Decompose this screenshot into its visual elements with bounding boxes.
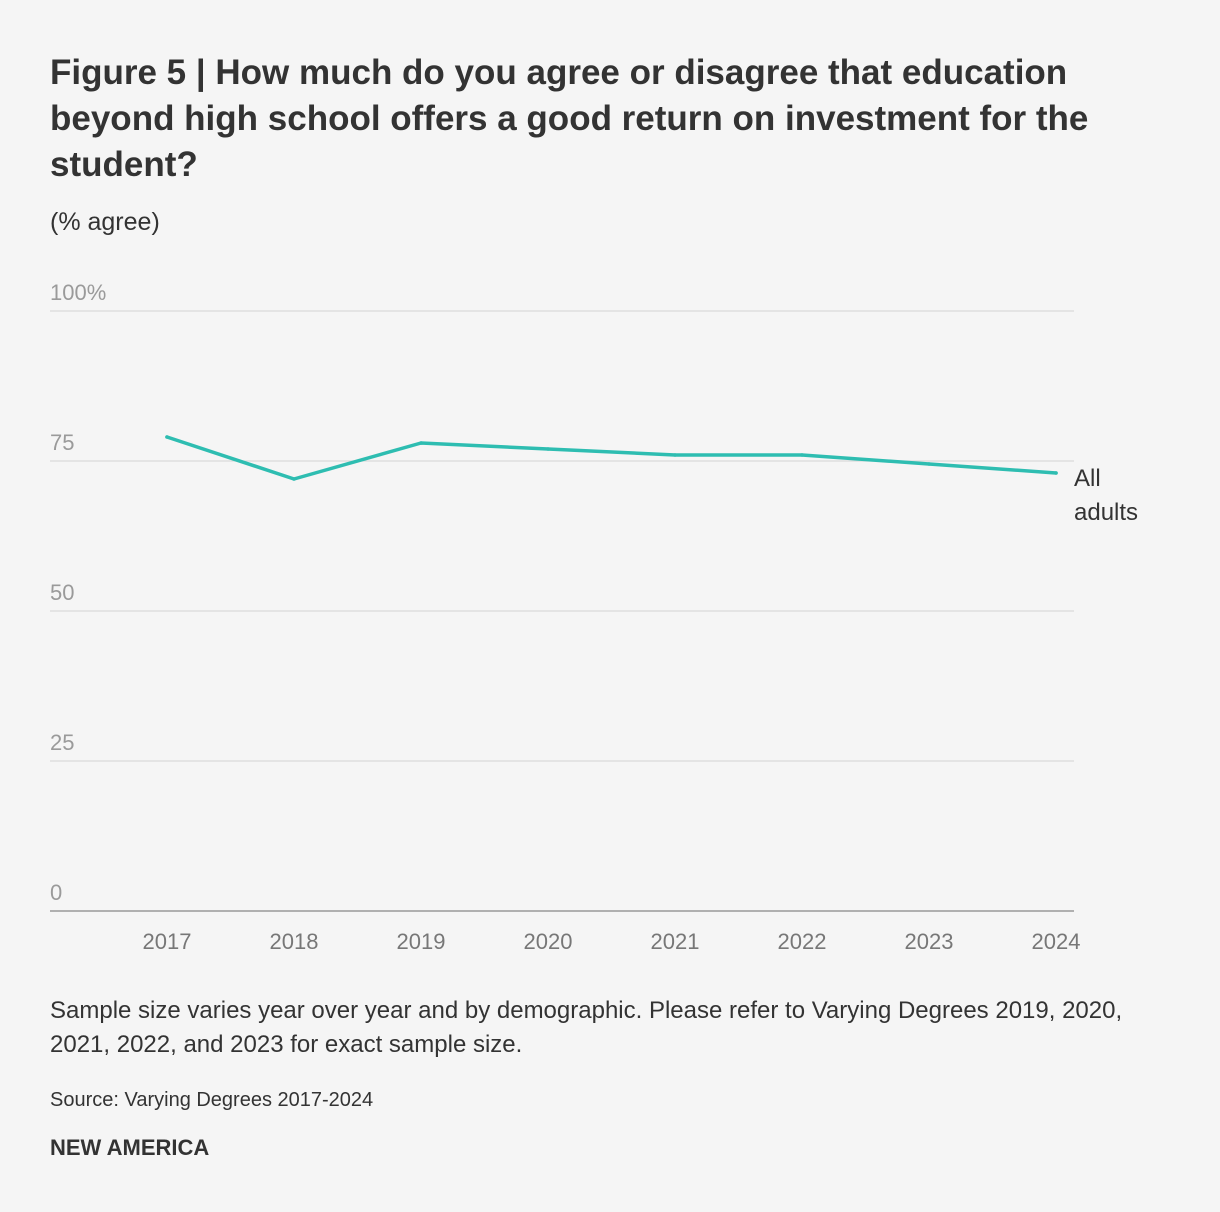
sample-size-note: Sample size varies year over year and by… (50, 997, 1123, 1058)
data-point (546, 447, 550, 451)
chart-title: Figure 5 | How much do you agree or disa… (50, 53, 1089, 184)
series-label-all-adults: All adults (1074, 465, 1138, 526)
x-axis-ticks: 2017 2018 2019 2020 2021 2022 2023 2024 (143, 929, 1081, 954)
series-layer: All adults (165, 435, 1138, 526)
line-chart: 0 25 50 75 100% 2017 2018 2019 2020 2021 2022 2023… (50, 280, 1138, 954)
x-tick-label: 2017 (143, 929, 192, 954)
y-tick-label: 100% (50, 280, 106, 305)
data-point (419, 441, 423, 445)
grid-layer (50, 310, 1074, 912)
y-axis-ticks: 0 25 50 75 100% (50, 280, 106, 905)
y-tick-label: 50 (50, 580, 74, 605)
x-tick-label: 2018 (270, 929, 319, 954)
brand-logo: NEW AMERICA (50, 1135, 210, 1160)
data-point (292, 477, 296, 481)
source-text: Source: Varying Degrees 2017-2024 (50, 1089, 374, 1111)
x-tick-label: 2023 (905, 929, 954, 954)
x-tick-label: 2022 (778, 929, 827, 954)
data-point (927, 462, 931, 466)
data-point (1054, 471, 1058, 475)
x-tick-label: 2024 (1032, 929, 1081, 954)
series-line-all-adults (165, 435, 1058, 481)
x-tick-label: 2020 (524, 929, 573, 954)
y-tick-label: 75 (50, 430, 74, 455)
data-point (800, 453, 804, 457)
chart-subtitle: (% agree) (50, 208, 160, 236)
x-tick-label: 2021 (651, 929, 700, 954)
x-tick-label: 2019 (397, 929, 446, 954)
data-point (165, 435, 169, 439)
y-tick-label: 25 (50, 730, 74, 755)
y-tick-label: 0 (50, 880, 62, 905)
data-point (673, 453, 677, 457)
